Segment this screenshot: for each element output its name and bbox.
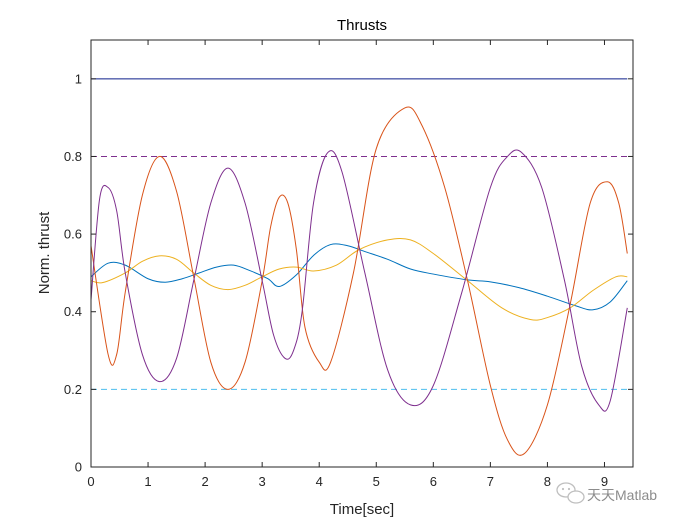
watermark: 天天Matlab: [556, 482, 657, 504]
chart-title: Thrusts: [337, 17, 387, 34]
series-line-1: [90, 237, 628, 321]
y-tick-label: 0.2: [64, 382, 82, 397]
x-tick-label: 9: [601, 474, 608, 489]
y-axis-label: Norm. thrust: [36, 211, 53, 294]
plot-area: [91, 40, 633, 467]
x-tick-label: 5: [373, 474, 380, 489]
y-tick-label: 0.6: [64, 227, 82, 242]
series-line-2: [90, 106, 628, 456]
watermark-text: 天天Matlab: [587, 487, 657, 503]
x-axis-ticks: 0 1 2 3 4 5 6 7 8 9: [87, 40, 608, 489]
y-tick-label: 0: [75, 460, 82, 475]
x-tick-label: 3: [259, 474, 266, 489]
x-tick-label: 0: [87, 474, 94, 489]
y-tick-label: 1: [75, 71, 82, 86]
series-line-3: [90, 149, 628, 412]
x-tick-label: 8: [544, 474, 551, 489]
x-axis-label: Time[sec]: [330, 501, 394, 518]
x-tick-label: 6: [430, 474, 437, 489]
series-layer: [90, 106, 628, 456]
x-tick-label: 1: [144, 474, 151, 489]
wechat-icon: [556, 482, 585, 504]
y-tick-label: 0.4: [64, 304, 82, 319]
x-tick-label: 2: [201, 474, 208, 489]
reference-lines: [91, 78, 628, 390]
y-axis-ticks: 0 0.2 0.4 0.6 0.8 1: [64, 71, 633, 475]
y-tick-label: 0.8: [64, 149, 82, 164]
axes-box: [90, 39, 634, 468]
x-tick-label: 7: [487, 474, 494, 489]
x-tick-label: 4: [316, 474, 323, 489]
series-line-0: [90, 243, 628, 311]
